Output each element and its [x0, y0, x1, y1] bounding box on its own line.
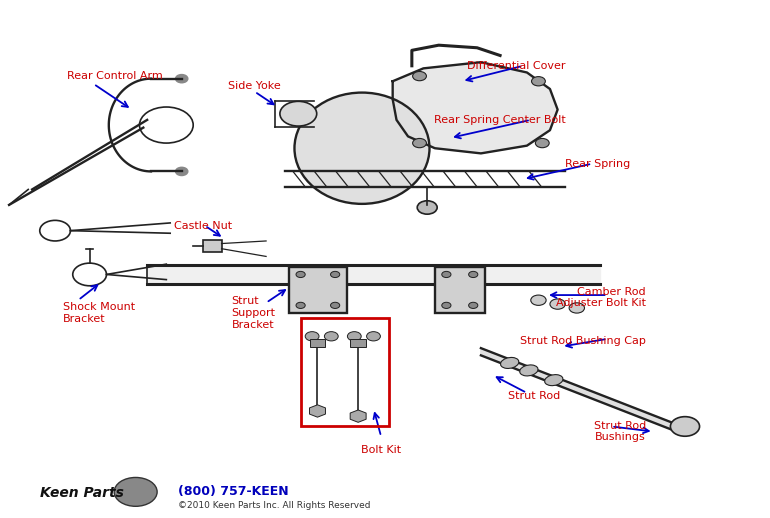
Circle shape	[671, 416, 700, 436]
Text: Strut Rod: Strut Rod	[507, 391, 560, 400]
Ellipse shape	[520, 365, 538, 376]
Ellipse shape	[544, 375, 563, 385]
Circle shape	[417, 201, 437, 214]
Text: Shock Mount
Bracket: Shock Mount Bracket	[63, 303, 135, 324]
Text: Rear Spring Center Bolt: Rear Spring Center Bolt	[434, 115, 565, 125]
Text: Side Yoke: Side Yoke	[228, 81, 280, 91]
Text: Camber Rod
Adjuster Bolt Kit: Camber Rod Adjuster Bolt Kit	[556, 287, 646, 308]
Text: Rear Spring: Rear Spring	[565, 159, 631, 169]
Circle shape	[347, 332, 361, 341]
Circle shape	[469, 271, 478, 278]
Text: Castle Nut: Castle Nut	[174, 221, 232, 231]
Ellipse shape	[294, 93, 430, 204]
Ellipse shape	[550, 299, 565, 309]
Circle shape	[305, 332, 319, 341]
Text: Rear Control Arm: Rear Control Arm	[66, 71, 162, 81]
Circle shape	[114, 478, 157, 506]
Bar	[203, 240, 222, 252]
FancyBboxPatch shape	[435, 267, 485, 313]
Text: ©2010 Keen Parts Inc. All Rights Reserved: ©2010 Keen Parts Inc. All Rights Reserve…	[178, 501, 370, 510]
Circle shape	[296, 303, 305, 308]
Circle shape	[535, 138, 549, 148]
Circle shape	[176, 75, 188, 83]
Ellipse shape	[569, 303, 584, 313]
Circle shape	[442, 271, 451, 278]
Text: Keen Parts: Keen Parts	[40, 486, 124, 500]
Polygon shape	[147, 265, 600, 284]
Circle shape	[280, 102, 316, 126]
Text: Strut Rod
Bushings: Strut Rod Bushings	[594, 421, 646, 442]
Circle shape	[296, 271, 305, 278]
Circle shape	[469, 303, 478, 308]
Text: Bolt Kit: Bolt Kit	[361, 444, 401, 455]
FancyBboxPatch shape	[289, 267, 346, 313]
Circle shape	[176, 167, 188, 176]
Bar	[310, 339, 325, 347]
Bar	[350, 339, 366, 347]
Text: Differential Cover: Differential Cover	[467, 61, 565, 71]
Polygon shape	[393, 62, 557, 153]
Text: Strut Rod Bushing Cap: Strut Rod Bushing Cap	[520, 336, 646, 347]
Bar	[300, 318, 389, 426]
Circle shape	[413, 138, 427, 148]
Circle shape	[330, 271, 340, 278]
Circle shape	[330, 303, 340, 308]
Circle shape	[442, 303, 451, 308]
Text: Strut
Support
Bracket: Strut Support Bracket	[232, 296, 276, 329]
Circle shape	[367, 332, 380, 341]
Circle shape	[324, 332, 338, 341]
Circle shape	[531, 77, 545, 86]
Circle shape	[413, 71, 427, 81]
Text: (800) 757-KEEN: (800) 757-KEEN	[178, 485, 289, 498]
Ellipse shape	[531, 295, 546, 306]
Ellipse shape	[500, 357, 519, 368]
Polygon shape	[481, 348, 673, 430]
